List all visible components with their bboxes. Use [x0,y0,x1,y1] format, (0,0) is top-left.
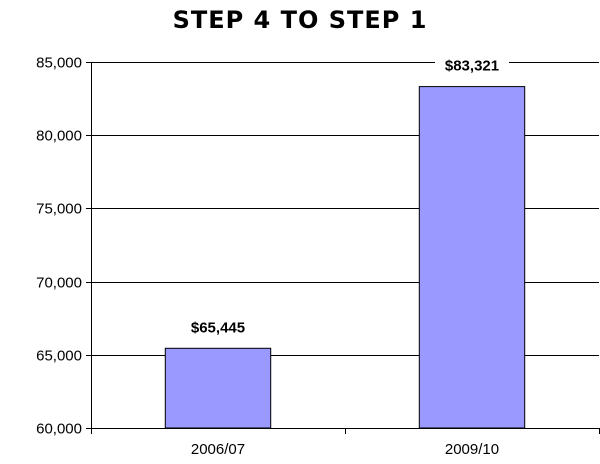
y-tick-label: 60,000 [36,421,82,438]
data-labels: $65,445 $83,321 [181,57,509,338]
bar-2009-10 [418,86,526,429]
data-label: $83,321 [445,58,499,75]
data-label-background [181,319,255,338]
data-label-background [435,57,509,76]
y-tick-label: 70,000 [36,275,82,292]
chart-title: STEP 4 TO STEP 1 [172,6,428,34]
x-axis-ticks: 2006/07 2009/10 [91,428,600,458]
bars [164,86,526,429]
y-tick-label: 80,000 [36,128,82,145]
y-tick-label: 75,000 [36,201,82,218]
x-tick-label: 2006/07 [191,441,245,458]
data-label: $65,445 [191,319,245,336]
y-axis-ticks: 60,000 65,000 70,000 75,000 80,000 85,000 [36,55,91,438]
bar-2006-07 [164,347,272,429]
y-tick-label: 85,000 [36,55,82,72]
y-tick-label: 65,000 [36,348,82,365]
x-tick-label: 2009/10 [445,441,499,458]
